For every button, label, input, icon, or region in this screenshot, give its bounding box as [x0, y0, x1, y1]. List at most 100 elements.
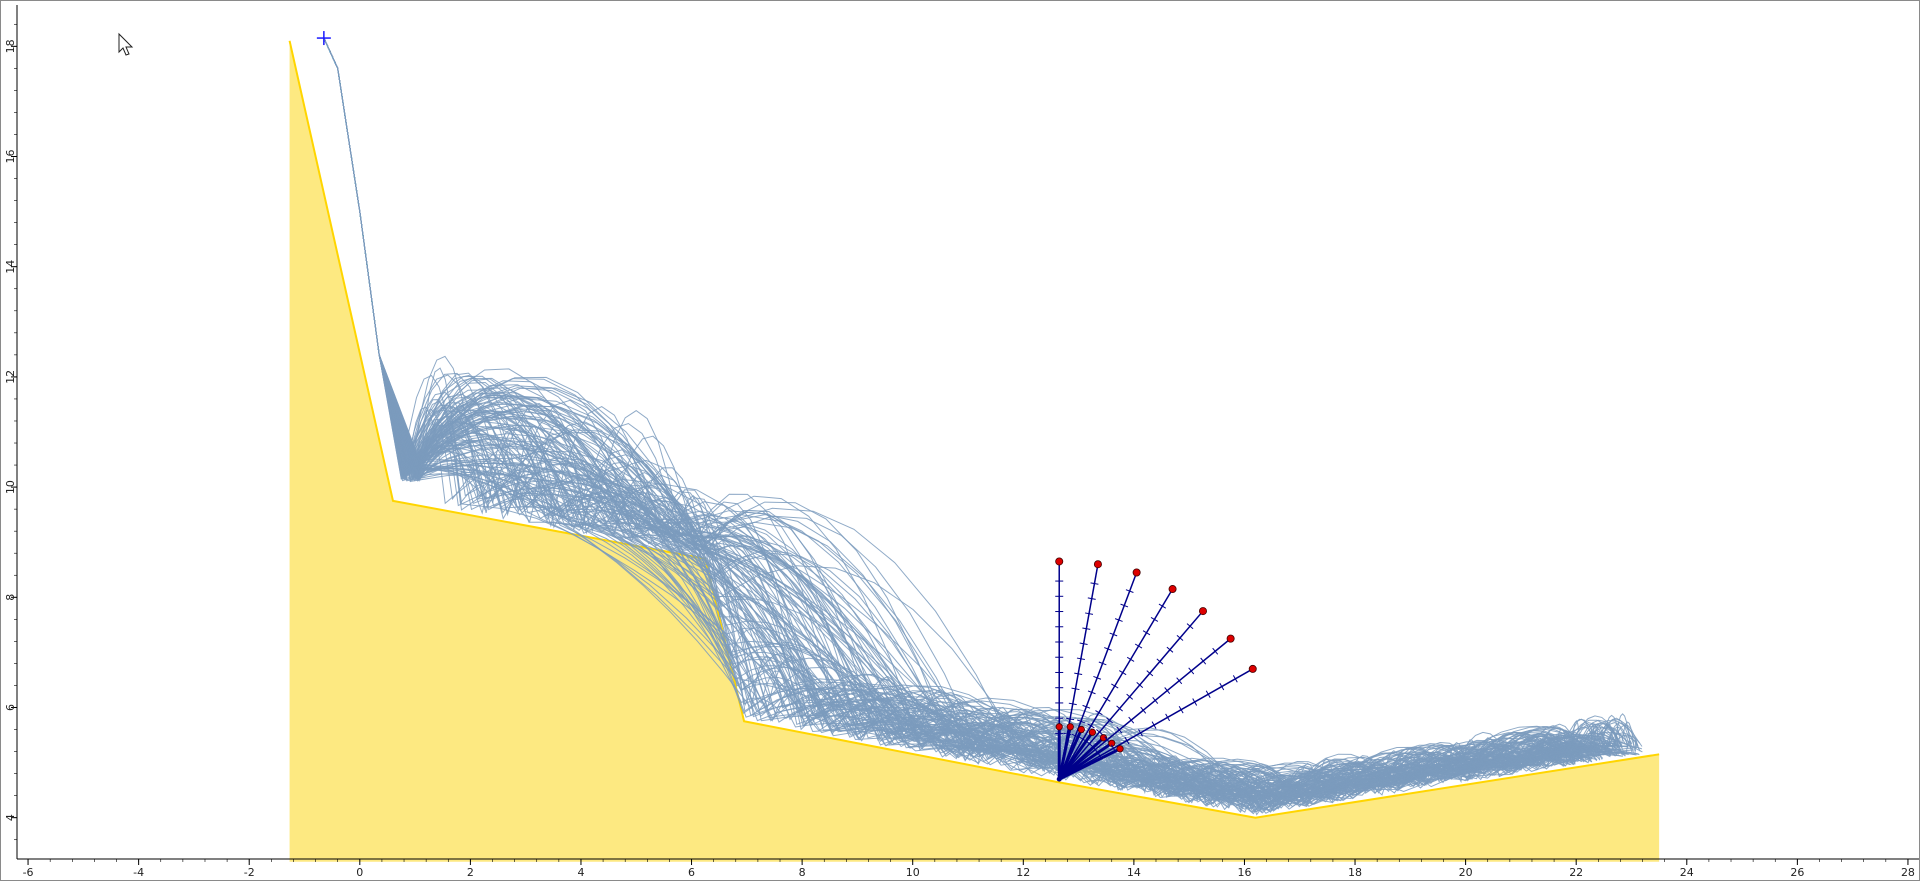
- collector-end-point: [1248, 664, 1257, 673]
- collector-tick: [1156, 658, 1164, 665]
- collector-tick: [1068, 702, 1077, 706]
- y-tick-label: 12: [4, 370, 17, 384]
- collector-tick: [1219, 682, 1225, 691]
- collector-tick: [1087, 597, 1096, 600]
- collector-line: [1058, 610, 1204, 780]
- collector-tick: [1166, 646, 1174, 653]
- collector-tick: [1086, 740, 1093, 747]
- collector-tick: [1138, 729, 1143, 737]
- trajectory-path: [323, 37, 1631, 808]
- trajectory-path: [323, 37, 1578, 800]
- y-tick-label: 10: [4, 480, 17, 494]
- collector-tick: [1104, 647, 1112, 651]
- collector-tick: [1114, 618, 1123, 622]
- collector-origin: [1056, 776, 1062, 782]
- collector-tick: [1176, 677, 1183, 685]
- collector-tick: [1082, 627, 1091, 630]
- collector-tick: [1076, 719, 1085, 724]
- data-collector[interactable]: [1055, 557, 1257, 782]
- collector-tick: [1093, 675, 1102, 680]
- collector-tick: [1116, 726, 1123, 734]
- collector-tick: [1103, 696, 1111, 702]
- collector-tick: [1124, 736, 1130, 745]
- axes: -6 -4 -2 0 2 4 6 8 10 12 14 16 18 20 22 24 26 28468101214…: [4, 5, 1919, 879]
- collector-tick: [1095, 710, 1103, 716]
- x-tick-label: -6: [23, 866, 34, 879]
- collector-tick: [1098, 661, 1107, 666]
- collector-inner-point: [1066, 723, 1074, 731]
- trajectory-paths: [323, 37, 1643, 816]
- x-tick-label: 18: [1348, 866, 1362, 879]
- collector-tick: [1097, 752, 1103, 760]
- collector-tick: [1082, 704, 1091, 709]
- x-tick-label: 14: [1127, 866, 1141, 879]
- collector-tick: [1126, 656, 1135, 662]
- collector-end-point: [1132, 568, 1141, 577]
- collector-tick: [1205, 690, 1211, 698]
- collector-tick: [1186, 623, 1194, 630]
- collector-end-point: [1226, 634, 1235, 643]
- collector-tick: [1212, 647, 1219, 655]
- collector-inner-point: [1099, 734, 1108, 742]
- collector-tick: [1066, 717, 1075, 721]
- collector-tick: [1090, 582, 1099, 585]
- collector-tick: [1158, 603, 1167, 609]
- collector-tick: [1071, 733, 1080, 738]
- collector-tick: [1074, 672, 1083, 676]
- x-tick-label: 16: [1237, 866, 1251, 879]
- collector-tick: [1176, 634, 1184, 641]
- trajectory-path: [323, 37, 1596, 799]
- trajectory-path: [323, 37, 1576, 802]
- x-tick-label: 24: [1680, 866, 1694, 879]
- trajectory-path: [323, 37, 1622, 807]
- collector-tick: [1134, 643, 1143, 649]
- collector-tick: [1164, 687, 1171, 695]
- y-tick-label: 14: [4, 260, 17, 274]
- x-tick-label: 26: [1790, 866, 1804, 879]
- slope-surface-line: [288, 40, 1660, 819]
- x-tick-label: 22: [1569, 866, 1583, 879]
- collector-line: [1058, 638, 1232, 780]
- collector-tick: [1116, 705, 1123, 712]
- collector-tick: [1192, 698, 1198, 706]
- collector-tick: [1119, 670, 1127, 676]
- collector-tick: [1076, 657, 1085, 660]
- collector-tick: [1146, 670, 1154, 677]
- y-tick-label: 6: [4, 704, 17, 711]
- x-tick-label: 28: [1901, 866, 1915, 879]
- x-tick-label: 0: [356, 866, 363, 879]
- collector-tick: [1087, 690, 1096, 695]
- collector-tick: [1151, 721, 1157, 729]
- collector-tick: [1085, 612, 1094, 615]
- collector-tick: [1188, 667, 1195, 675]
- collector-tick: [1128, 716, 1135, 724]
- collector-end-point: [1198, 607, 1207, 616]
- collector-inner-point: [1116, 745, 1124, 753]
- y-tick-label: 8: [4, 594, 17, 601]
- collector-base-segment: [1058, 747, 1121, 781]
- collector-tick: [1079, 642, 1088, 645]
- collector-tick: [1079, 736, 1087, 742]
- collector-tick: [1071, 687, 1080, 691]
- trajectory-path: [323, 37, 1574, 803]
- collector-tick: [1111, 683, 1119, 689]
- collector-inner-point: [1108, 739, 1116, 747]
- collector-inner-point: [1055, 723, 1063, 731]
- collector-tick: [1150, 616, 1159, 622]
- rock-seeder[interactable]: [316, 31, 331, 46]
- collector-tick: [1136, 682, 1144, 688]
- collector-end-point: [1168, 585, 1177, 594]
- collector-end-point: [1055, 557, 1064, 566]
- collector-tick: [1165, 713, 1171, 722]
- x-tick-label: 12: [1016, 866, 1030, 879]
- trajectory-path: [323, 37, 1599, 804]
- trajectory-path: [323, 37, 1580, 810]
- collector-line: [1058, 588, 1174, 780]
- trajectory-path: [323, 37, 1572, 809]
- collector-end-point: [1093, 560, 1102, 569]
- collector-tick: [1125, 589, 1134, 593]
- collector-tick: [1178, 705, 1184, 714]
- collector-tick: [1140, 706, 1147, 714]
